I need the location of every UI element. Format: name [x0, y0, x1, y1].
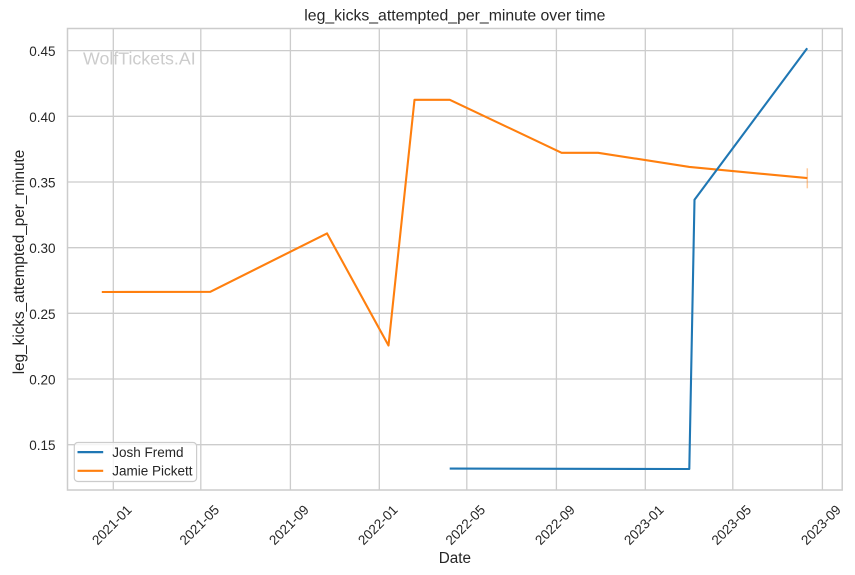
svg-text:0.30: 0.30: [29, 241, 55, 256]
svg-text:0.25: 0.25: [29, 307, 55, 322]
svg-text:Jamie Pickett: Jamie Pickett: [112, 464, 193, 479]
svg-text:WolfTickets.AI: WolfTickets.AI: [83, 49, 196, 69]
svg-text:0.45: 0.45: [29, 44, 55, 59]
svg-text:leg_kicks_attempted_per_minute: leg_kicks_attempted_per_minute over time: [304, 8, 605, 25]
svg-text:Josh Fremd: Josh Fremd: [112, 445, 183, 460]
svg-text:0.15: 0.15: [29, 438, 55, 453]
svg-text:0.40: 0.40: [29, 110, 55, 125]
svg-text:Date: Date: [439, 550, 471, 567]
svg-text:0.35: 0.35: [29, 176, 55, 191]
svg-text:0.20: 0.20: [29, 373, 55, 388]
svg-text:leg_kicks_attempted_per_minute: leg_kicks_attempted_per_minute: [11, 150, 28, 375]
